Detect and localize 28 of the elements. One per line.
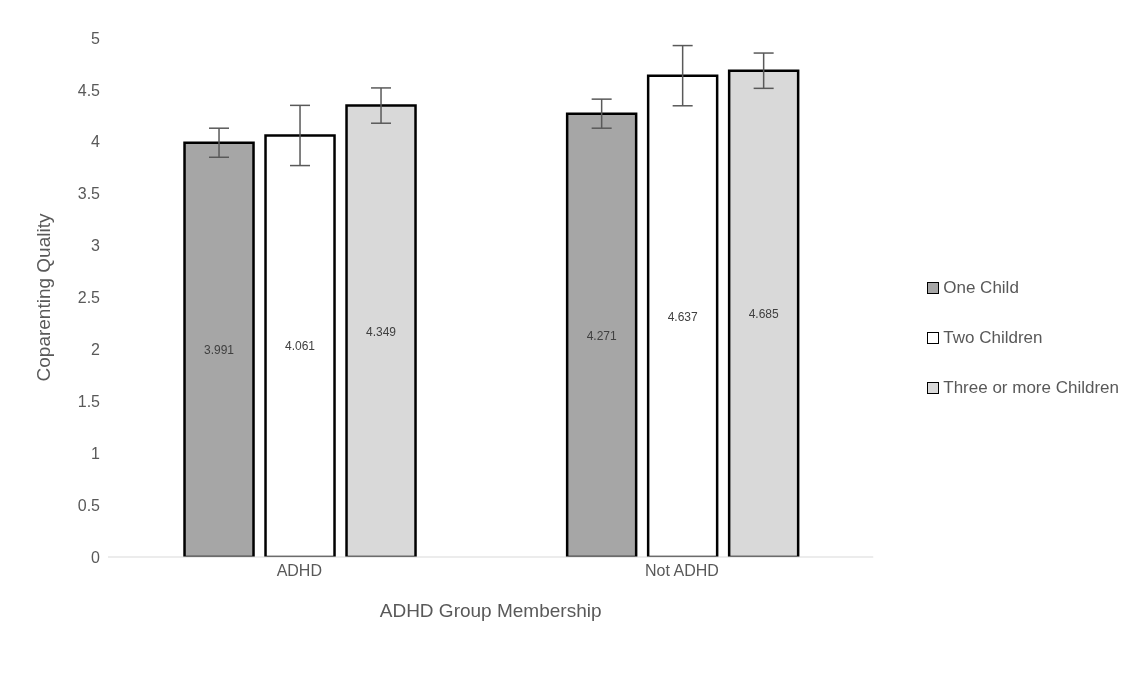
data-label: 4.685: [748, 307, 779, 322]
bar: [183, 141, 255, 557]
y-tick-label: 4.5: [77, 81, 101, 99]
legend-label: One Child: [943, 276, 1019, 299]
y-axis-title: Coparenting Quality: [32, 213, 54, 382]
data-label: 3.991: [204, 343, 235, 358]
y-tick-label: 3.5: [77, 185, 101, 203]
y-tick-label: 1.5: [77, 392, 101, 410]
y-tick-label: 0: [91, 548, 101, 566]
x-axis-title: ADHD Group Membership: [379, 600, 602, 621]
data-label: 4.271: [586, 328, 617, 343]
x-tick-label: ADHD: [276, 562, 322, 580]
y-tick-label: 2.5: [77, 289, 101, 307]
data-label: 4.349: [366, 324, 397, 339]
y-tick-label: 2: [91, 341, 101, 359]
data-label: 4.061: [285, 339, 316, 354]
y-tick-label: 4: [91, 133, 101, 151]
x-tick-label: Not ADHD: [645, 562, 719, 580]
y-tick-label: 3: [91, 237, 101, 255]
y-tick-label: 5: [91, 29, 101, 47]
bar: [646, 74, 719, 557]
data-label: 4.637: [667, 309, 698, 324]
y-tick-label: 0.5: [77, 496, 101, 514]
bar: [264, 134, 336, 557]
bar: [565, 112, 638, 557]
y-tick-label: 1: [91, 444, 101, 462]
legend-label: Three or more Children: [943, 376, 1119, 399]
legend-label: Two Children: [943, 326, 1043, 349]
